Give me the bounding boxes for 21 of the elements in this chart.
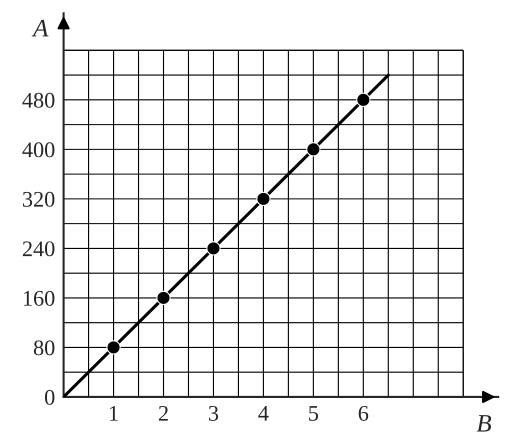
point	[206, 241, 221, 256]
y-tick-label: 80	[34, 340, 54, 356]
y-tick-label: 320	[22, 192, 54, 207]
x-tick-label: 5	[309, 406, 318, 421]
y-tick-label: 160	[24, 290, 54, 306]
y-tick-label: 400	[22, 142, 54, 158]
y-axis-title: A	[32, 20, 48, 36]
point	[156, 290, 171, 306]
point	[106, 340, 121, 355]
y-tick-label: 240	[22, 241, 54, 256]
point	[256, 192, 271, 206]
x-axis-title: B	[476, 415, 492, 432]
point	[306, 142, 320, 156]
x-tick-label: 2	[158, 406, 168, 421]
y-tick-label: 0	[45, 390, 54, 405]
point	[356, 92, 370, 107]
x-tick-label: 6	[358, 406, 368, 421]
x-tick-label: 1	[110, 406, 118, 421]
y-tick-label: 480	[22, 92, 54, 108]
x-tick-label: 4	[258, 406, 269, 421]
x-tick-label: 3	[208, 406, 218, 421]
